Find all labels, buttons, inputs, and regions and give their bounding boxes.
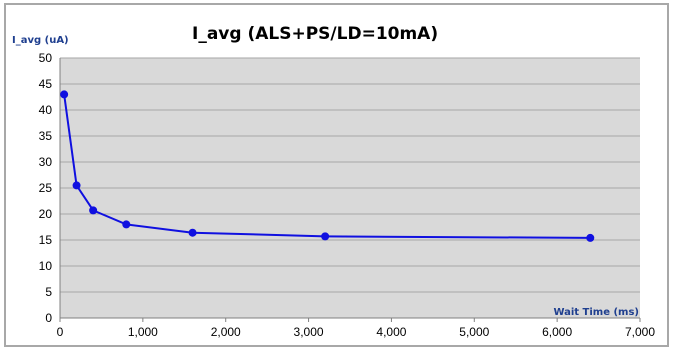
y-tick-label: 25 [39, 181, 53, 195]
y-tick-label: 15 [39, 233, 53, 247]
data-point [188, 228, 197, 237]
x-tick-label: 3,000 [294, 325, 324, 339]
x-tick-label: 4,000 [376, 325, 406, 339]
x-tick-label: 6,000 [542, 325, 572, 339]
x-tick-label: 2,000 [211, 325, 241, 339]
x-tick-label: 0 [57, 325, 64, 339]
chart-svg: 0 5 10 15 20 25 30 35 40 45 50 0 1,000 2,000 3,000 4,0… [12, 24, 655, 339]
gridlines [60, 57, 640, 293]
series-group [60, 90, 595, 242]
y-tick-label: 50 [39, 51, 53, 65]
data-point [321, 232, 330, 241]
x-axis-label: Wait Time (ms) [553, 307, 639, 318]
y-tick-label: 35 [39, 129, 53, 143]
y-tick-label: 0 [45, 311, 52, 325]
chart-frame: 0 5 10 15 20 25 30 35 40 45 50 0 1,000 2,000 3,000 4,0… [4, 3, 669, 347]
y-tick-label: 5 [45, 285, 52, 299]
y-tick-labels: 0 5 10 15 20 25 30 35 40 45 50 [39, 51, 53, 325]
x-tick-label: 7,000 [625, 325, 655, 339]
data-point [72, 181, 81, 190]
y-tick-label: 20 [39, 207, 53, 221]
y-tick-label: 10 [39, 259, 53, 273]
y-tick-label: 30 [39, 155, 53, 169]
y-tick-label: 45 [39, 77, 53, 91]
data-point [586, 233, 595, 242]
data-point [89, 206, 98, 215]
x-tick-label: 1,000 [128, 325, 158, 339]
y-tick-label: 40 [39, 103, 53, 117]
data-point [122, 220, 131, 229]
data-point [60, 90, 69, 99]
chart-title: I_avg (ALS+PS/LD=10mA) [192, 24, 438, 44]
x-tick-labels: 0 1,000 2,000 3,000 4,000 5,000 6,000 7,000 [57, 318, 655, 339]
y-axis-label: I_avg (uA) [12, 35, 69, 46]
x-tick-label: 5,000 [459, 325, 489, 339]
